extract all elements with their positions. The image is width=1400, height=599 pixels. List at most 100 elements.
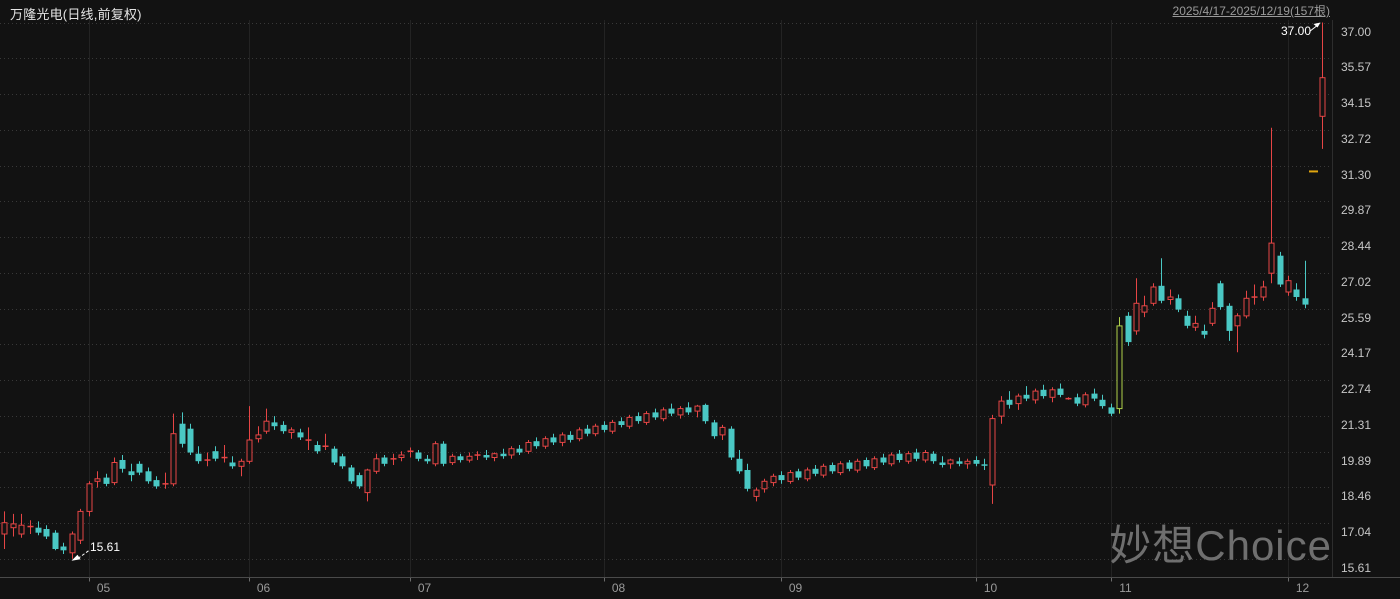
candle [52,530,59,551]
candle [170,413,177,487]
candle [1032,388,1039,404]
candle [1285,275,1292,296]
candle [508,446,515,459]
candle [643,411,650,425]
candle [238,458,245,477]
candle [297,428,304,440]
candle [322,433,329,450]
candle [1158,258,1165,304]
candle [1277,251,1284,287]
candle [770,473,777,487]
candle [145,467,152,484]
candle [820,463,827,478]
candle [922,450,929,463]
candle [829,462,836,474]
candle [1141,295,1148,318]
candle [728,426,735,460]
candle [609,419,616,434]
candle [373,453,380,474]
candle [432,441,439,467]
candle [179,412,186,448]
candle [271,416,278,430]
candle [854,458,861,473]
candle [263,408,270,434]
high-price-annotation: 37.00 [1280,24,1311,38]
candle [153,476,160,489]
candle [601,421,608,433]
candle [576,427,583,442]
candle [246,406,253,464]
candle [863,457,870,469]
candle [1133,278,1140,335]
candle [221,445,228,463]
candle [778,471,785,484]
candle [288,427,295,439]
candle [812,465,819,477]
candle [103,473,110,487]
candle [1023,386,1030,402]
candle [559,432,566,447]
candle [212,446,219,462]
candle [592,423,599,437]
candle [364,468,371,502]
candle [1,511,8,549]
candle [415,450,422,462]
candle [27,520,34,534]
candle [956,457,963,467]
candle [761,478,768,493]
candle [1175,294,1182,313]
candle [685,402,692,415]
candle [162,472,169,489]
candle [998,396,1005,424]
candle [744,463,751,492]
candle [635,412,642,424]
candle [1293,283,1300,301]
watermark-logo: 妙想Choice [1109,522,1332,569]
candle [474,451,481,460]
candle [466,452,473,463]
candle [18,513,25,538]
candle [804,467,811,482]
candle [331,446,338,465]
candle [719,424,726,440]
candle [1040,384,1047,399]
candle [1116,317,1123,414]
candle [195,446,202,464]
candle [1006,391,1013,409]
candle [128,463,135,482]
candle [939,456,946,468]
candle [43,525,50,539]
candle [989,414,996,504]
candle [947,458,954,469]
candle [119,455,126,473]
candle [1065,397,1072,400]
candle [1074,393,1081,407]
candle [964,458,971,469]
candle [348,465,355,484]
candle [533,437,540,449]
candle [1015,393,1022,410]
candle [626,414,633,429]
candle [94,471,101,488]
candle [305,427,312,450]
candle [702,403,709,424]
candle [1243,290,1250,319]
candle [787,470,794,484]
candle [204,452,211,467]
candle [500,448,507,459]
candle [1319,22,1326,149]
candle [846,460,853,472]
candle [457,453,464,463]
candle [86,481,93,517]
candle [356,472,363,489]
candle [1125,312,1132,346]
candle [1217,280,1224,310]
candle [1226,303,1233,341]
candle [736,450,743,474]
candle [1201,324,1208,339]
date-range-label[interactable]: 2025/4/17-2025/12/19(157根) [1172,4,1330,18]
candle [652,408,659,420]
candle [381,455,388,467]
candle [677,406,684,419]
